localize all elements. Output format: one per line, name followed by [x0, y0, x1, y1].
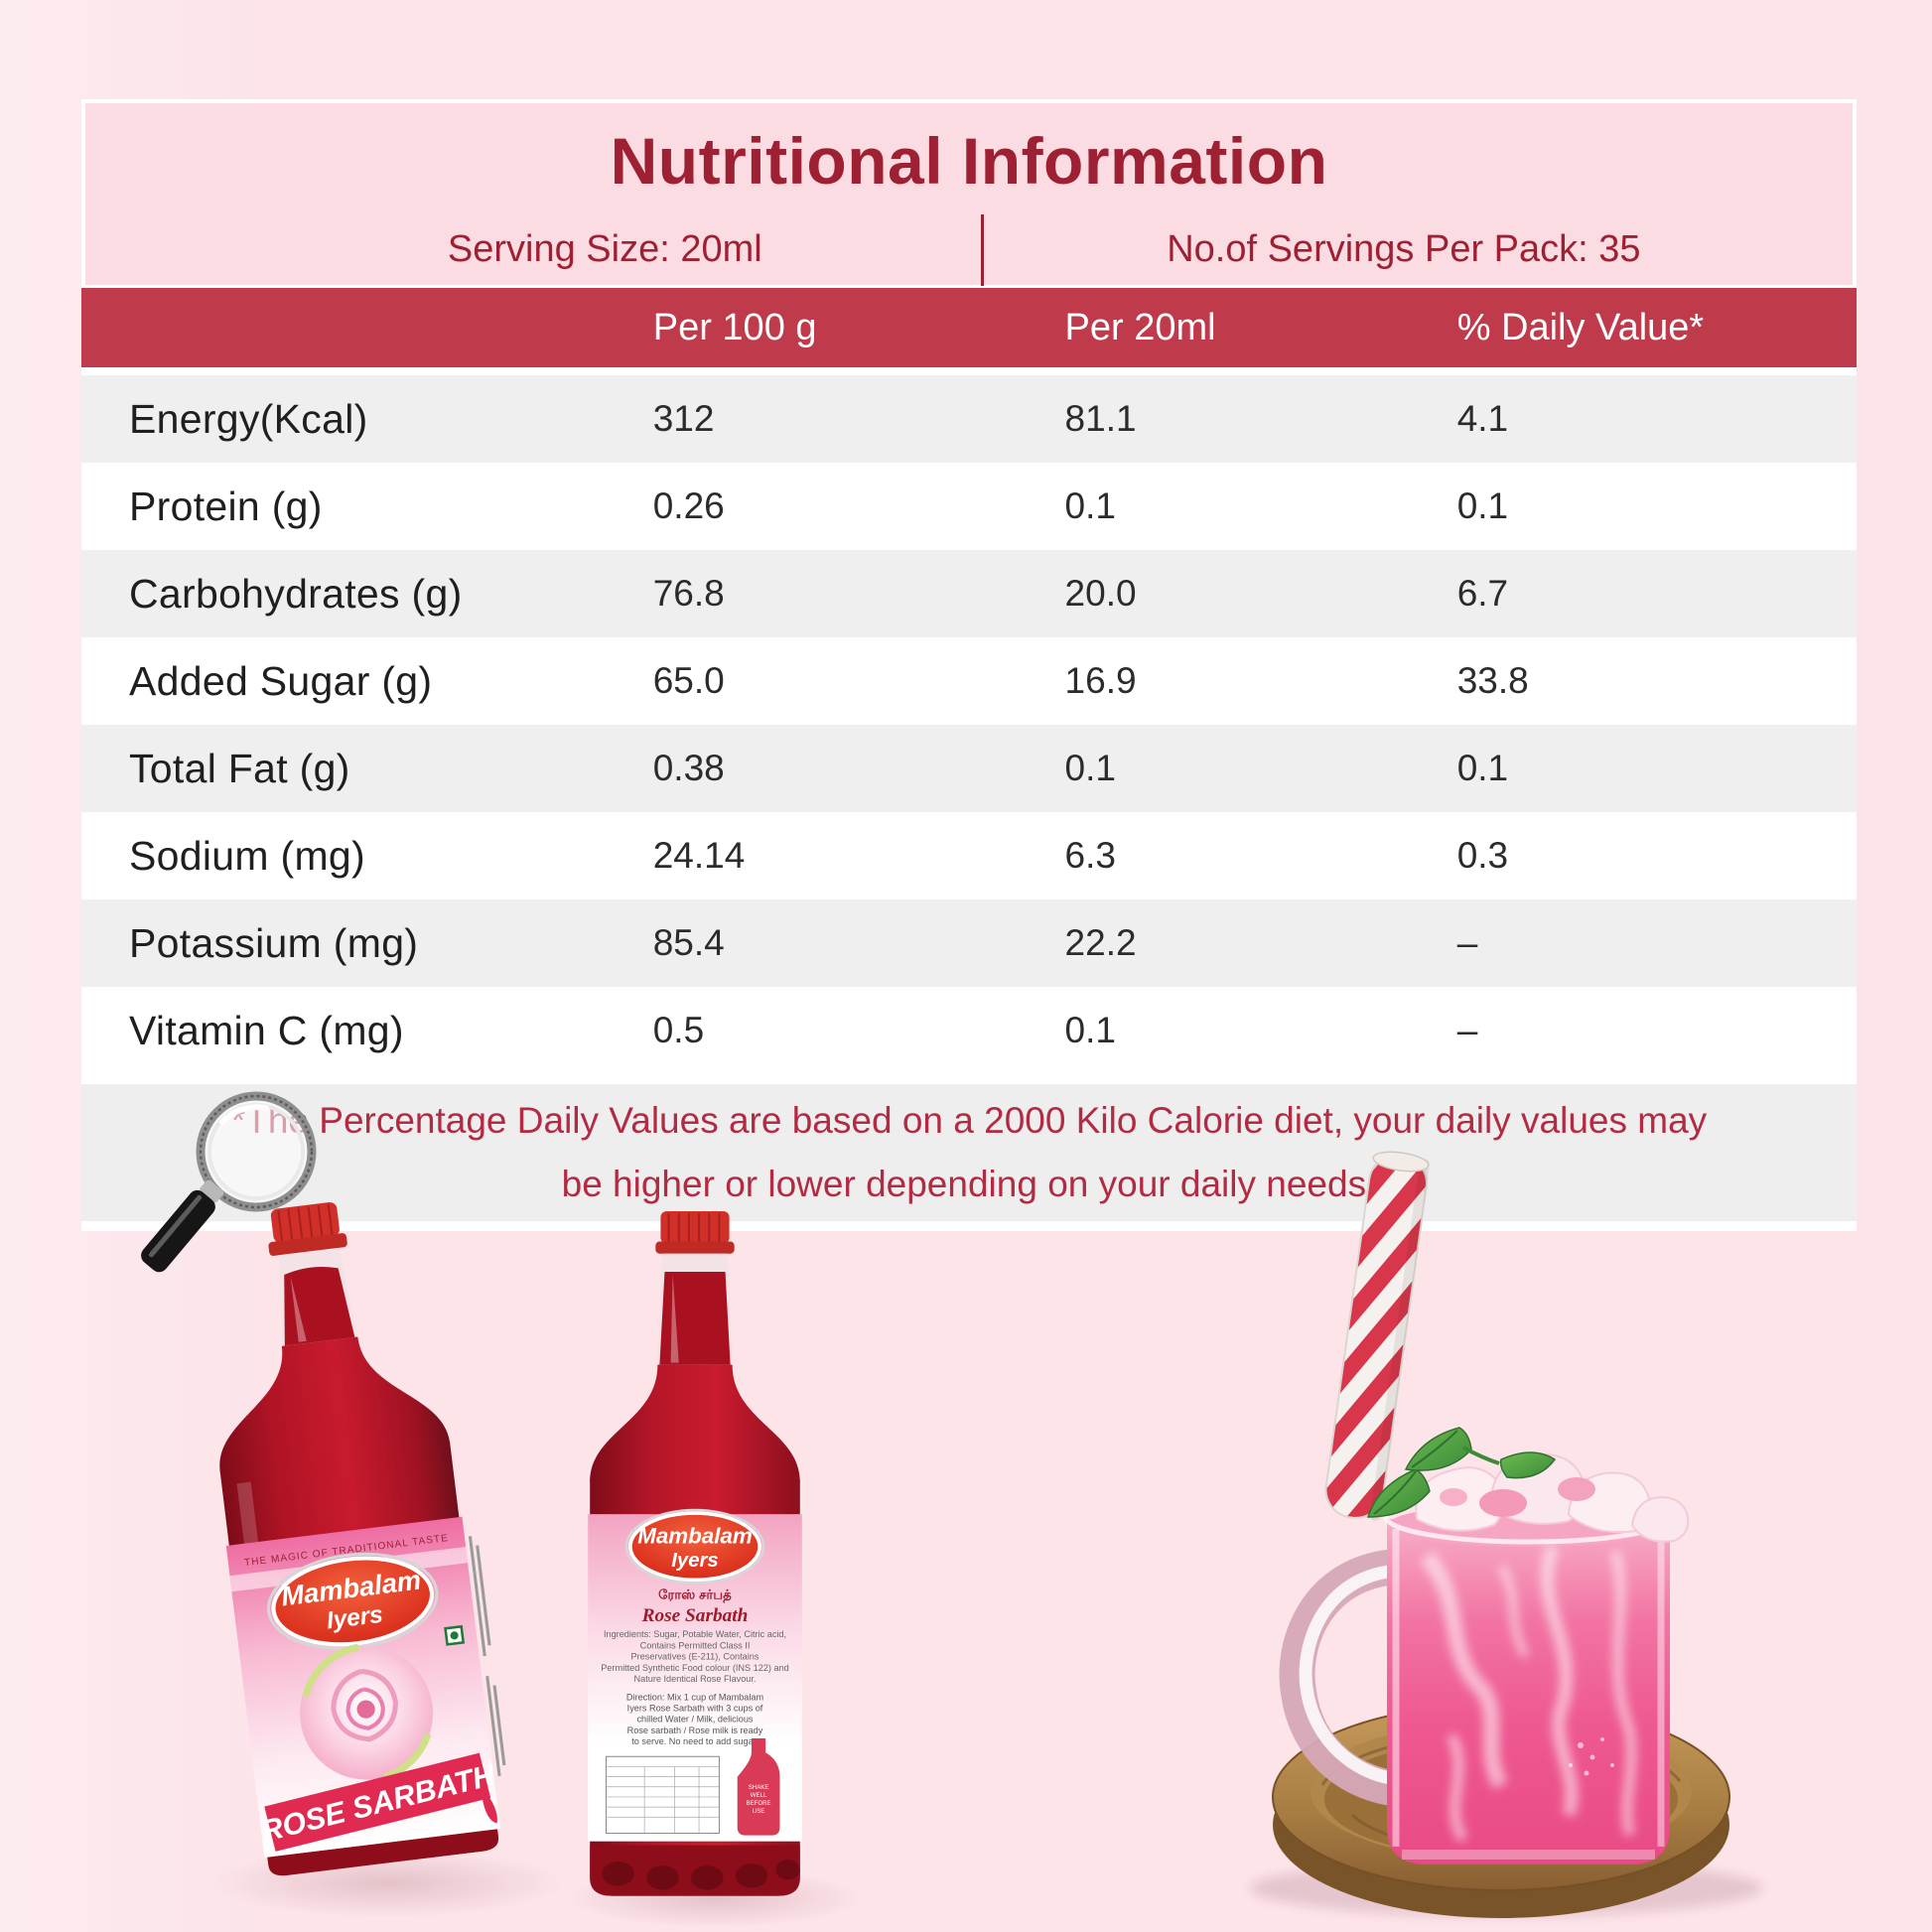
- rose-sarbath-bottle-back: Mambalam Iyers ரோஸ் சர்பத் Rose Sarbath …: [588, 1211, 802, 1896]
- svg-text:Preservatives (E-211), Contain: Preservatives (E-211), Contains: [631, 1652, 759, 1662]
- svg-text:Permitted Synthetic Food colou: Permitted Synthetic Food colour (INS 122…: [601, 1663, 789, 1673]
- table-row: Protein (g) 0.26 0.1 0.1: [81, 463, 1857, 550]
- value-daily: 0.1: [1456, 485, 1509, 526]
- value-per-100g: 24.14: [652, 835, 746, 876]
- table-header-row: Per 100 g Per 20ml % Daily Value*: [81, 288, 1857, 367]
- value-daily: 0.3: [1456, 835, 1509, 876]
- value-per-100g: 0.5: [652, 1010, 705, 1050]
- card-header: Nutritional Information Serving Size: 20…: [85, 103, 1853, 286]
- daily-value-footnote: *The Percentage Daily Values are based o…: [81, 1084, 1857, 1221]
- serving-row: Serving Size: 20ml No.of Servings Per Pa…: [85, 214, 1853, 286]
- back-label-brand-line1: Mambalam: [637, 1524, 753, 1549]
- serving-divider: [981, 214, 985, 286]
- svg-text:BEFORE: BEFORE: [747, 1800, 771, 1807]
- back-label-directions: Direction: Mix 1 cup of Mambalam Iyers R…: [626, 1692, 764, 1746]
- rose-milk-glass: [1250, 1151, 1762, 1918]
- nutrient-label: Sodium (mg): [129, 832, 365, 879]
- value-per-100g: 312: [652, 398, 715, 439]
- serving-size-label: Serving Size: 20ml: [447, 228, 762, 270]
- value-per-100g: 0.26: [652, 485, 725, 526]
- nutrient-label: Potassium (mg): [129, 919, 419, 966]
- svg-text:SHAKE: SHAKE: [749, 1784, 769, 1791]
- svg-text:Rose sarbath / Rose milk is re: Rose sarbath / Rose milk is ready: [627, 1725, 763, 1735]
- magnifier-icon: [141, 1091, 317, 1273]
- value-per-20ml: 0.1: [1064, 485, 1116, 526]
- value-daily: 4.1: [1456, 398, 1509, 439]
- column-header-per-20ml: Per 20ml: [1064, 306, 1216, 348]
- value-per-20ml: 0.1: [1064, 748, 1116, 788]
- bubbles: [1569, 1737, 1614, 1776]
- value-daily: 33.8: [1456, 660, 1529, 701]
- page-title: Nutritional Information: [610, 124, 1328, 198]
- table-row: Sodium (mg) 24.14 6.3 0.3: [81, 812, 1857, 899]
- svg-text:Direction: Mix 1 cup of Mambal: Direction: Mix 1 cup of Mambalam: [626, 1692, 764, 1702]
- nutrient-label: Energy(Kcal): [129, 395, 368, 442]
- nutrient-label: Vitamin C (mg): [129, 1007, 404, 1053]
- column-header-daily-value: % Daily Value*: [1456, 306, 1705, 348]
- svg-text:chilled Water / Milk, deliciou: chilled Water / Milk, delicious: [636, 1715, 753, 1725]
- table-row: Added Sugar (g) 65.0 16.9 33.8: [81, 637, 1857, 725]
- svg-text:Contains Permitted Class II: Contains Permitted Class II: [640, 1640, 751, 1650]
- nutrient-label: Carbohydrates (g): [129, 570, 463, 617]
- value-per-100g: 85.4: [652, 922, 725, 963]
- table-body: Energy(Kcal) 312 81.1 4.1 Protein (g) 0.…: [81, 375, 1857, 1074]
- back-label-ingredients: Ingredients: Sugar, Potable Water, Citri…: [601, 1629, 789, 1684]
- rose-sarbath-bottle-front: THE MAGIC OF TRADITIONAL TASTE Mambalam …: [219, 1201, 506, 1876]
- value-per-20ml: 20.0: [1064, 573, 1137, 614]
- value-daily: –: [1456, 1010, 1478, 1050]
- nutrient-label: Added Sugar (g): [129, 657, 433, 704]
- value-daily: –: [1456, 922, 1478, 963]
- mint-leaves: [1366, 1427, 1557, 1518]
- svg-text:Nature Identical Rose Flavour.: Nature Identical Rose Flavour.: [634, 1674, 757, 1684]
- value-per-20ml: 22.2: [1064, 922, 1137, 963]
- value-daily: 6.7: [1456, 573, 1509, 614]
- back-label-tamil-name: ரோஸ் சர்பத்: [658, 1587, 732, 1603]
- nutrition-card: Nutritional Information Serving Size: 20…: [81, 99, 1857, 1231]
- table-row: Total Fat (g) 0.38 0.1 0.1: [81, 725, 1857, 812]
- table-row: Vitamin C (mg) 0.5 0.1 –: [81, 987, 1857, 1074]
- value-per-20ml: 6.3: [1064, 835, 1116, 876]
- value-per-20ml: 0.1: [1064, 1010, 1116, 1050]
- mug-body: [1383, 1489, 1675, 1864]
- value-per-100g: 65.0: [652, 660, 725, 701]
- svg-text:Ingredients: Sugar, Potable Wa: Ingredients: Sugar, Potable Water, Citri…: [604, 1629, 786, 1639]
- nutrient-label: Protein (g): [129, 483, 323, 529]
- nutrient-label: Total Fat (g): [129, 745, 350, 791]
- svg-text:Iyers Rose Sarbath with 3 cups: Iyers Rose Sarbath with 3 cups of: [627, 1703, 763, 1713]
- servings-per-pack-label: No.of Servings Per Pack: 35: [1167, 228, 1641, 270]
- value-per-100g: 76.8: [652, 573, 725, 614]
- back-label-mini-table: [605, 1755, 720, 1835]
- back-label-product-name: Rose Sarbath: [641, 1605, 749, 1626]
- table-row: Energy(Kcal) 312 81.1 4.1: [81, 375, 1857, 463]
- back-label-brand-line2: Iyers: [671, 1550, 718, 1572]
- milk-swirls: [1420, 1544, 1637, 1843]
- footnote-line2: be higher or lower depending on your dai…: [561, 1164, 1377, 1204]
- footnote-line1: *The Percentage Daily Values are based o…: [230, 1100, 1708, 1142]
- column-header-per-100g: Per 100 g: [652, 306, 817, 348]
- table-row: Carbohydrates (g) 76.8 20.0 6.7: [81, 550, 1857, 637]
- svg-text:USE: USE: [753, 1808, 765, 1815]
- table-row: Potassium (mg) 85.4 22.2 –: [81, 899, 1857, 987]
- svg-text:WELL: WELL: [751, 1792, 767, 1799]
- value-per-20ml: 81.1: [1064, 398, 1137, 439]
- striped-straw: [1324, 1151, 1430, 1521]
- svg-text:to serve. No need to add sugar: to serve. No need to add sugar.: [631, 1736, 759, 1746]
- value-daily: 0.1: [1456, 748, 1509, 788]
- value-per-100g: 0.38: [652, 748, 725, 788]
- value-per-20ml: 16.9: [1064, 660, 1137, 701]
- mug-handle: [1279, 1549, 1418, 1807]
